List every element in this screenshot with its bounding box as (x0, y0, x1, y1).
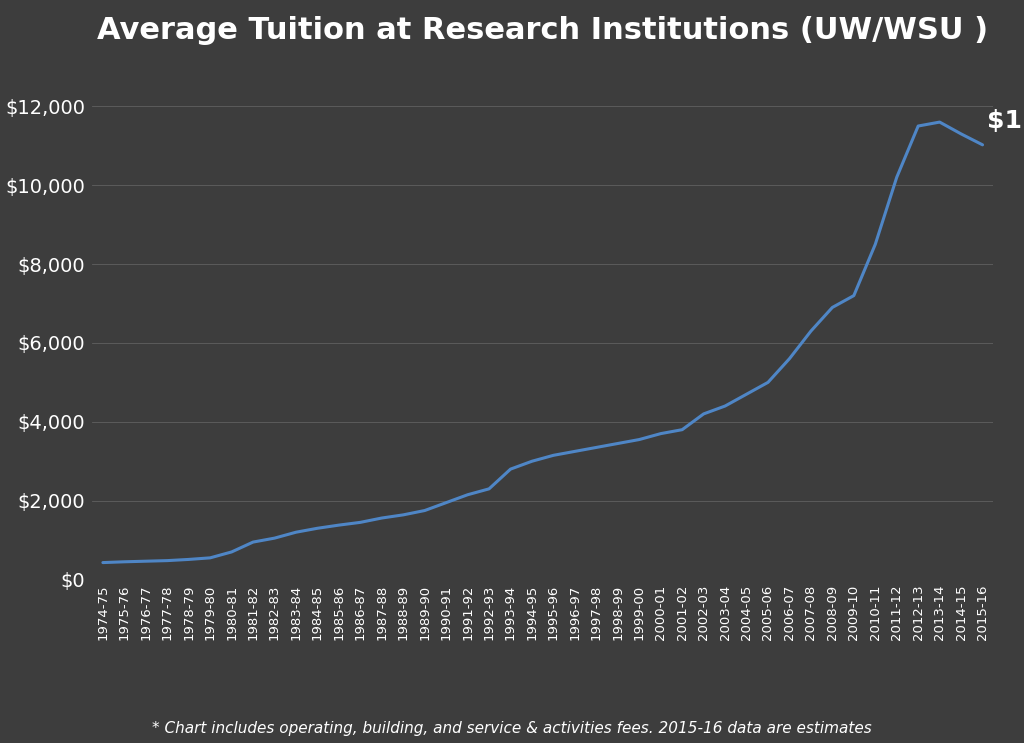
Title: Average Tuition at Research Institutions (UW/WSU ): Average Tuition at Research Institutions… (97, 16, 988, 45)
Text: $11,023: $11,023 (987, 109, 1024, 133)
Text: * Chart includes operating, building, and service & activities fees. 2015-16 dat: * Chart includes operating, building, an… (153, 721, 871, 736)
